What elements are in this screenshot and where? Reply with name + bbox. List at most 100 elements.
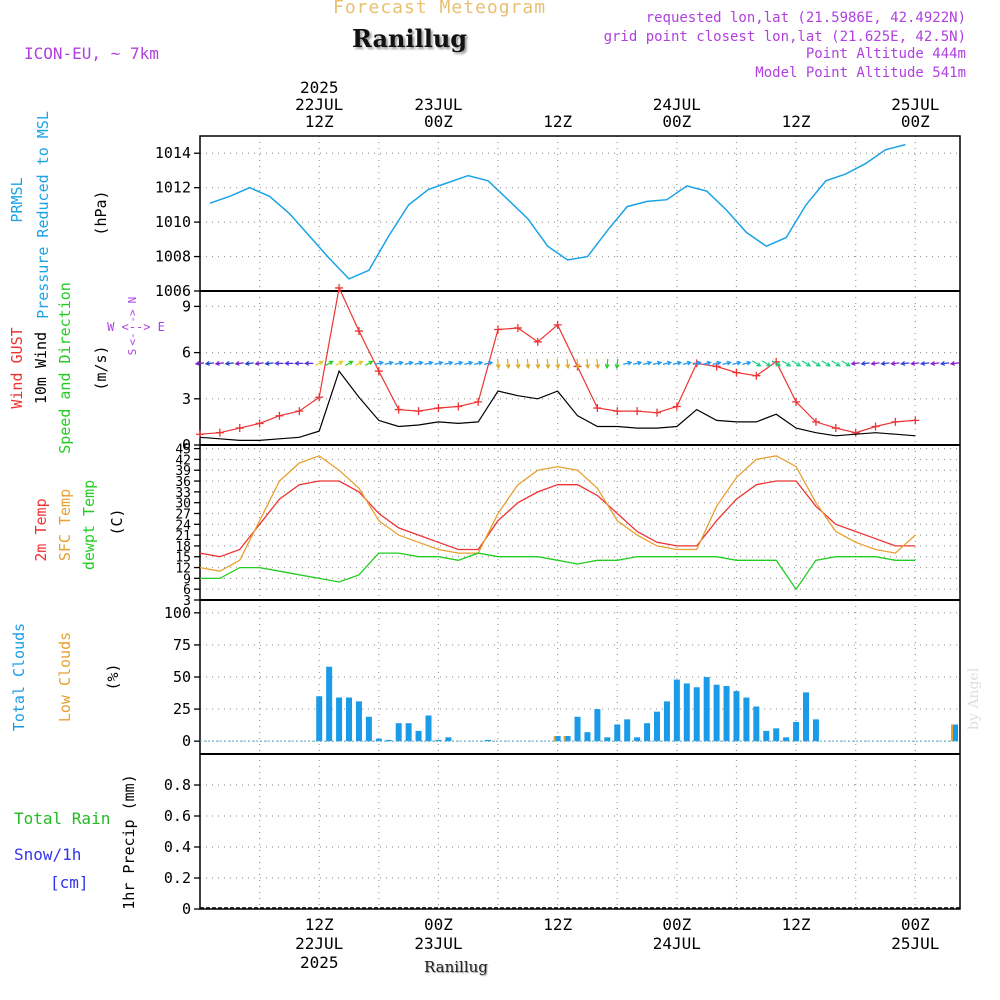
bottom-time-label: 24JUL	[653, 934, 701, 953]
wind-direction-arrow	[702, 360, 712, 366]
temp-tick-label: 3	[183, 594, 191, 609]
wind-gust-marker	[911, 416, 920, 425]
wind-direction-arrow	[722, 360, 732, 366]
wind-gust-marker	[752, 371, 761, 380]
total-cloud-bar	[415, 730, 422, 742]
wind-gust-marker	[275, 411, 284, 420]
wind-direction-arrow	[495, 358, 501, 370]
wind-direction-arrow	[414, 360, 424, 366]
wind-direction-arrow	[781, 360, 792, 367]
total-cloud-bar	[385, 739, 392, 742]
wind-gust-marker	[354, 327, 363, 336]
wind-direction-arrow	[841, 360, 851, 367]
wind-gust-marker	[414, 407, 423, 416]
precip-tick-label: 0	[182, 900, 191, 918]
wind-direction-arrow	[224, 361, 234, 366]
wind-direction-arrow	[264, 361, 274, 366]
total-cloud-bar	[614, 724, 621, 742]
wind-direction-arrow	[652, 360, 663, 366]
temp-unit: (C)	[108, 508, 126, 535]
wind-gust-marker	[295, 407, 304, 416]
wind-direction-arrow	[623, 360, 633, 366]
precip-unit: 1hr Precip (mm)	[120, 774, 138, 909]
footer-location: Ranillug	[424, 958, 488, 976]
total-cloud-bar	[673, 679, 680, 742]
wind-direction-arrow	[454, 360, 464, 366]
wind-direction-arrow	[929, 361, 940, 366]
temp-2m-line	[199, 480, 916, 558]
pressure-label-long: Pressure Reduced to MSL	[34, 111, 52, 319]
wind-tick-label: 3	[182, 390, 191, 408]
wind-direction-arrow	[890, 361, 900, 366]
bottom-time-label: 12Z	[782, 915, 811, 934]
wind-direction-arrow	[870, 361, 880, 366]
wind-gust-marker	[454, 402, 463, 411]
compass-west-east: W <--> E	[107, 320, 165, 334]
wind-gust-marker	[215, 428, 224, 437]
top-time-label: 12Z	[305, 112, 334, 131]
wind-direction-arrow	[821, 360, 831, 367]
wind-gust-marker	[613, 407, 622, 416]
temp-tick-label: 9	[183, 572, 191, 587]
wind-direction-arrow	[404, 360, 414, 366]
total-cloud-bar	[803, 692, 810, 742]
temp-sfc-label: SFC Temp	[56, 489, 74, 561]
top-time-label: 24JUL	[653, 95, 701, 114]
wind-gust-marker	[434, 404, 443, 413]
wind-direction-arrow	[752, 360, 762, 367]
top-time-label: 22JUL	[295, 95, 343, 114]
snow-unit: [cm]	[50, 873, 89, 892]
total-cloud-bar	[594, 709, 601, 742]
temp-dewpt-label: dewpt Temp	[80, 480, 98, 570]
temp-tick-label: 27	[175, 507, 191, 522]
temp-tick-label: 45	[175, 443, 191, 458]
wind-direction-arrow	[692, 360, 702, 366]
clouds-tick-label: 25	[173, 700, 191, 718]
total-cloud-bar	[753, 706, 760, 742]
wind-direction-arrow	[910, 361, 920, 366]
pressure-unit: (hPa)	[92, 190, 110, 235]
total-cloud-bar	[763, 730, 770, 742]
wind-direction-label: Speed and Direction	[56, 282, 74, 454]
wind-direction-arrow	[565, 358, 571, 370]
top-time-label: 23JUL	[414, 95, 462, 114]
wind-gust-marker	[255, 419, 264, 428]
wind-direction-arrow	[355, 360, 364, 366]
wind-direction-arrow	[831, 360, 841, 367]
wind-gust-marker	[533, 337, 542, 346]
wind-direction-arrow	[672, 360, 683, 366]
wind-direction-arrow	[434, 360, 444, 366]
wind-direction-arrow	[919, 361, 930, 366]
grid-point-coordinates: grid point closest lon,lat (21.625E, 42.…	[603, 29, 966, 45]
wind-direction-arrow	[850, 361, 860, 366]
temp-tick-label: 42	[175, 453, 191, 468]
top-time-label: 25JUL	[891, 95, 939, 114]
total-cloud-bar	[554, 736, 561, 742]
snow-label: Snow/1h	[14, 845, 81, 864]
wind-direction-arrow	[234, 361, 244, 366]
total-cloud-bar	[395, 723, 402, 742]
bottom-time-label: 2025	[300, 953, 339, 972]
bottom-time-label: 12Z	[543, 915, 572, 934]
precip-tick-label: 0.6	[164, 807, 191, 825]
total-cloud-bar	[405, 723, 412, 742]
wind-direction-arrow	[604, 358, 610, 370]
wind-gust-marker	[374, 367, 383, 376]
wind-gust-marker	[851, 428, 860, 437]
bottom-time-label: 25JUL	[891, 934, 939, 953]
wind-gust-marker	[513, 323, 522, 332]
temp-tick-label: 36	[175, 475, 191, 490]
wind-direction-arrow	[761, 360, 772, 367]
clouds-tick-label: 50	[173, 668, 191, 686]
total-cloud-bar	[574, 716, 581, 742]
wind-direction-arrow	[900, 361, 910, 366]
plot-border	[199, 135, 961, 910]
total-cloud-bar	[336, 697, 343, 742]
wind-direction-arrow	[585, 358, 591, 370]
clouds-tick-label: 100	[164, 604, 191, 622]
wind-gust-marker	[792, 397, 801, 406]
total-cloud-bar	[355, 701, 362, 742]
wind-gust-marker	[593, 404, 602, 413]
top-time-label: 12Z	[782, 112, 811, 131]
wind-grid	[200, 291, 960, 445]
